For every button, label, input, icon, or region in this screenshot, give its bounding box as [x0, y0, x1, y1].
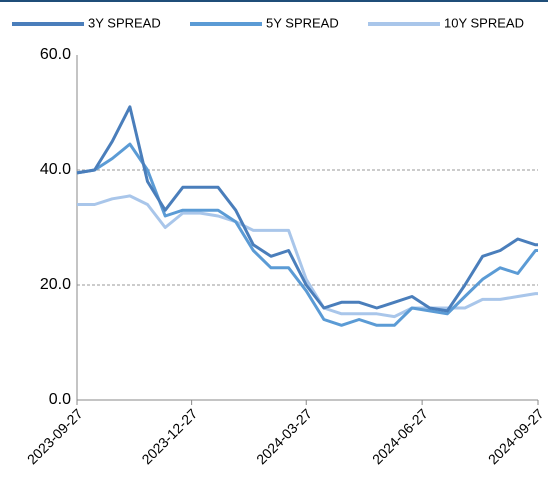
- legend-label: 3Y SPREAD: [88, 15, 161, 30]
- x-tick-label: 2024-09-27: [485, 405, 547, 467]
- legend-label: 10Y SPREAD: [444, 15, 524, 30]
- x-tick-label: 2024-03-27: [253, 405, 315, 467]
- legend-label: 5Y SPREAD: [266, 15, 339, 30]
- y-tick-label: 20.0: [40, 276, 71, 293]
- series-line: [77, 194, 538, 319]
- y-tick-label: 0.0: [49, 391, 71, 408]
- y-tick-label: 40.0: [40, 161, 71, 178]
- x-tick-label: 2023-12-27: [138, 405, 200, 467]
- y-tick-label: 60.0: [40, 46, 71, 63]
- x-tick-label: 2024-06-27: [369, 405, 431, 467]
- series-line: [76, 105, 538, 313]
- x-tick-label: 2023-09-27: [24, 405, 86, 467]
